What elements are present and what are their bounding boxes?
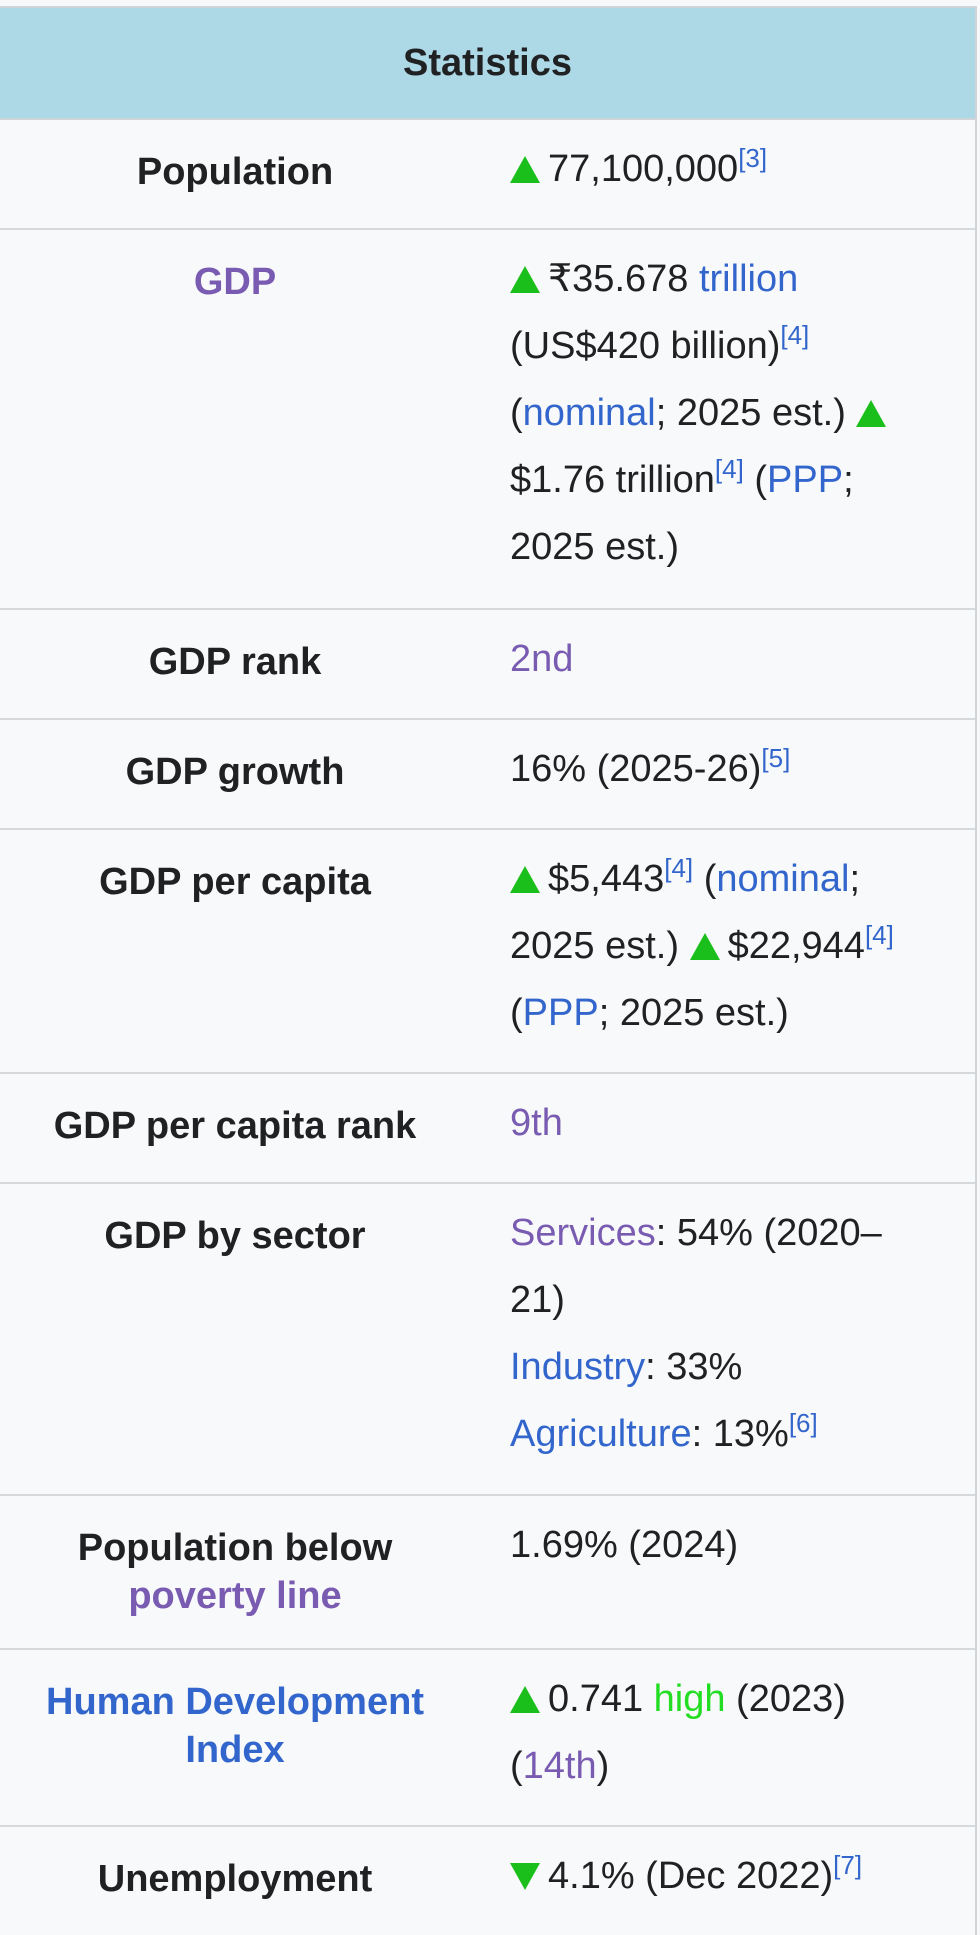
- gdp-rupee: ₹35.678: [548, 258, 689, 300]
- per-capita-ppp: $22,944: [727, 925, 865, 967]
- nominal-suffix: ; 2025 est.): [655, 392, 846, 434]
- hdi-level: high: [653, 1678, 726, 1720]
- label-gdp-wrap: GDP: [0, 230, 470, 608]
- value-gdp-per-capita: $5,443[4] (nominal; 2025 est.) $22,944[4…: [470, 830, 975, 1072]
- row-gdp-per-capita: GDP per capita $5,443[4] (nominal; 2025 …: [0, 830, 975, 1074]
- value-gdp-rank: 2nd: [470, 610, 975, 718]
- increase-icon: [510, 858, 548, 900]
- industry-link[interactable]: Industry: [510, 1346, 646, 1388]
- value-gdp-growth: 16% (2025-26)[5]: [470, 720, 975, 828]
- value-hdi: 0.741 high (2023) (14th): [470, 1650, 975, 1825]
- label-population: Population: [136, 151, 334, 193]
- poverty-line-link[interactable]: poverty line: [128, 1575, 342, 1617]
- poverty-label-text: Population below: [77, 1527, 393, 1569]
- increase-icon: [690, 925, 728, 967]
- ref-link-5[interactable]: [5]: [761, 743, 791, 773]
- value-gdp-by-sector: Services: 54% (2020–21) Industry: 33% Ag…: [470, 1184, 975, 1494]
- value-population: 77,100,000[3]: [470, 120, 975, 228]
- ppp-suffix-b: 2025 est.): [510, 526, 679, 568]
- paren: (: [743, 459, 768, 501]
- statistics-infobox: Statistics Population 77,100,000[3] GDP …: [0, 6, 977, 1935]
- row-gdp: GDP ₹35.678 trillion (US$420 billion)[4]…: [0, 230, 975, 610]
- increase-icon: [856, 392, 894, 434]
- value-poverty: 1.69% (2024): [470, 1496, 975, 1648]
- label-gdp-rank: GDP rank: [148, 641, 322, 683]
- increase-icon: [510, 1678, 548, 1720]
- row-hdi: Human Development Index 0.741 high (2023…: [0, 1650, 975, 1827]
- gdp-rank-link[interactable]: 2nd: [510, 638, 574, 680]
- ref-link-3[interactable]: [3]: [738, 143, 768, 173]
- hdi-link[interactable]: Human Development Index: [46, 1681, 424, 1771]
- paren: (: [510, 992, 523, 1034]
- population-number: 77,100,000: [548, 148, 739, 190]
- row-population: Population 77,100,000[3]: [0, 120, 975, 230]
- ref-link-4[interactable]: [4]: [664, 853, 694, 883]
- ref-link-4[interactable]: [4]: [864, 920, 894, 950]
- unemployment-value: 4.1% (Dec 2022): [548, 1855, 834, 1897]
- agriculture-link[interactable]: Agriculture: [510, 1413, 692, 1455]
- ppp-link[interactable]: PPP: [767, 459, 844, 501]
- paren-close: ): [596, 1745, 610, 1787]
- per-capita-nominal: $5,443: [548, 858, 665, 900]
- label-unemployment: Unemployment: [97, 1858, 373, 1900]
- row-gdp-growth: GDP growth 16% (2025-26)[5]: [0, 720, 975, 830]
- row-unemployment: Unemployment 4.1% (Dec 2022)[7]: [0, 1827, 975, 1935]
- gdp-link[interactable]: GDP: [193, 261, 277, 303]
- value-unemployment: 4.1% (Dec 2022)[7]: [470, 1827, 975, 1935]
- hdi-rank-link[interactable]: 14th: [522, 1745, 597, 1787]
- paren: (: [693, 858, 717, 900]
- trillion-link[interactable]: trillion: [698, 258, 799, 300]
- ref-link-7[interactable]: [7]: [833, 1850, 863, 1880]
- label-gdp-per-capita: GDP per capita: [99, 861, 371, 903]
- hdi-year: (2023): [725, 1678, 846, 1720]
- row-gdp-by-sector: GDP by sector Services: 54% (2020–21) In…: [0, 1184, 975, 1496]
- ppp-link[interactable]: PPP: [522, 992, 599, 1034]
- semicolon: ;: [849, 858, 861, 900]
- gdp-usd: (US$420 billion): [510, 325, 781, 367]
- row-gdp-rank: GDP rank 2nd: [0, 610, 975, 720]
- gdp-growth-text: 16% (2025-26): [510, 748, 762, 790]
- decrease-icon: [510, 1855, 548, 1897]
- header-title: Statistics: [403, 41, 572, 84]
- agriculture-value: : 13%: [691, 1413, 789, 1455]
- per-capita-rank-link[interactable]: 9th: [510, 1102, 563, 1144]
- row-gdp-per-capita-rank: GDP per capita rank 9th: [0, 1074, 975, 1184]
- nominal-link[interactable]: nominal: [522, 392, 656, 434]
- value-gdp: ₹35.678 trillion (US$420 billion)[4] (no…: [470, 230, 975, 608]
- increase-icon: [510, 258, 548, 300]
- ref-link-6[interactable]: [6]: [788, 1408, 818, 1438]
- services-link[interactable]: Services: [510, 1212, 656, 1254]
- label-poverty: Population below poverty line: [0, 1496, 470, 1648]
- paren: (: [510, 392, 523, 434]
- nominal-link[interactable]: nominal: [716, 858, 850, 900]
- paren: (: [510, 1745, 523, 1787]
- est-text: 2025 est.): [510, 925, 679, 967]
- label-gdp-per-capita-rank: GDP per capita rank: [53, 1105, 417, 1147]
- ppp-suffix: ; 2025 est.): [598, 992, 789, 1034]
- label-gdp-by-sector: GDP by sector: [104, 1215, 366, 1257]
- gdp-ppp: $1.76 trillion: [510, 459, 715, 501]
- ref-link-4[interactable]: [4]: [714, 454, 744, 484]
- row-poverty: Population below poverty line 1.69% (202…: [0, 1496, 975, 1650]
- label-hdi: Human Development Index: [0, 1650, 470, 1825]
- services-value: : 54% (2020–21): [510, 1212, 882, 1321]
- label-gdp-growth: GDP growth: [125, 751, 345, 793]
- ref-link-4[interactable]: [4]: [780, 320, 810, 350]
- ppp-suffix-a: ;: [843, 459, 854, 501]
- infobox-header: Statistics: [0, 8, 975, 120]
- hdi-value: 0.741: [548, 1678, 644, 1720]
- poverty-value: 1.69% (2024): [510, 1524, 739, 1566]
- industry-value: : 33%: [645, 1346, 743, 1388]
- increase-icon: [510, 148, 548, 190]
- value-gdp-per-capita-rank: 9th: [470, 1074, 975, 1182]
